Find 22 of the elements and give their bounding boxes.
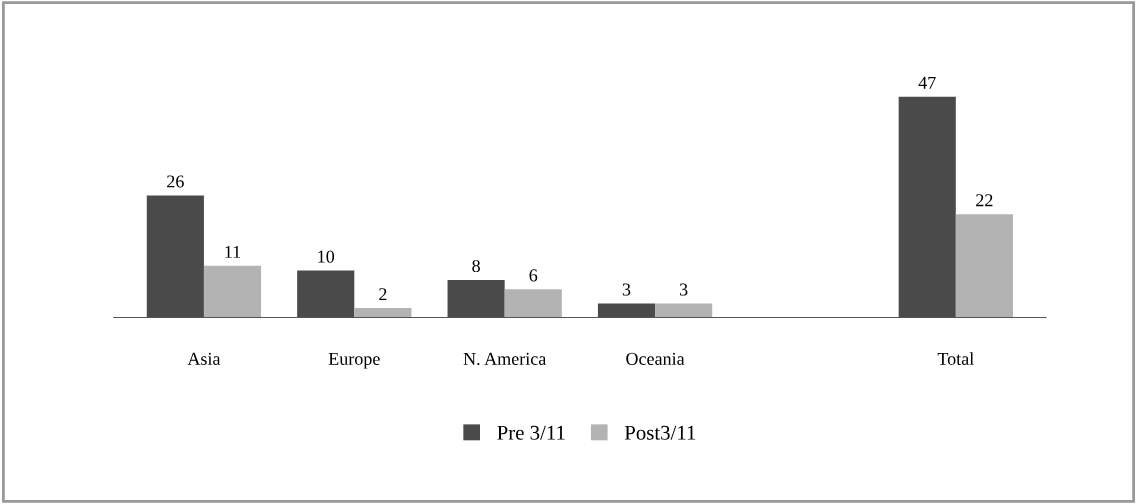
data-label: 3	[622, 283, 631, 296]
bar	[354, 308, 412, 318]
data-label: 3	[679, 283, 688, 296]
bar	[203, 265, 262, 318]
bar	[655, 303, 713, 318]
x-tick-label: Oceania	[626, 352, 685, 365]
data-label: 8	[472, 259, 480, 273]
x-tick-label: Europe	[328, 352, 380, 369]
legend-label: Post3/11	[624, 425, 696, 440]
x-tick-label: Asia	[187, 352, 221, 365]
bar	[955, 214, 1013, 318]
data-label: 2	[379, 288, 387, 301]
x-tick-label: N. America	[463, 352, 547, 366]
data-label: 47	[918, 76, 936, 89]
x-tick-label: Total	[937, 352, 974, 365]
data-label: 10	[318, 250, 335, 263]
legend-label: Pre 3/11	[497, 425, 565, 440]
bar	[504, 289, 562, 318]
data-label: 6	[529, 269, 538, 282]
data-label: 22	[976, 194, 993, 207]
data-label: 26	[167, 175, 184, 188]
data-label: 11	[225, 245, 241, 258]
